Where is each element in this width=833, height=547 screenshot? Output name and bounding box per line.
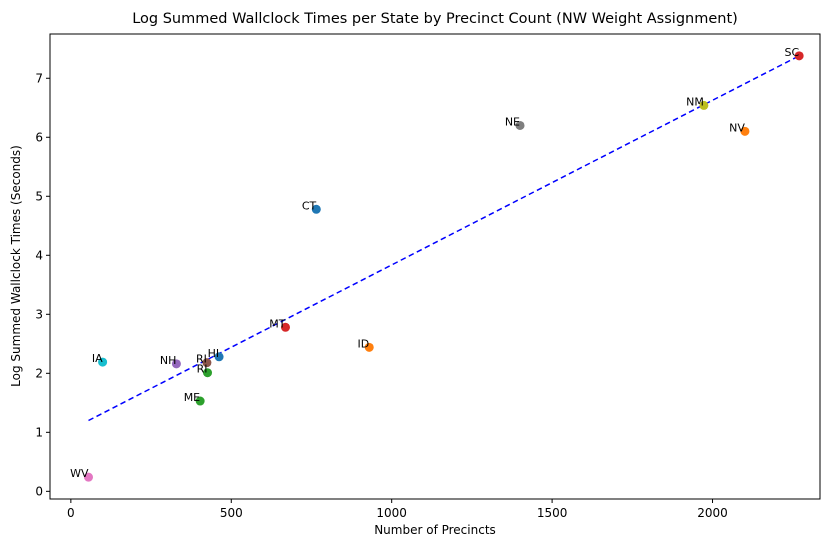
- point-label: HI: [208, 347, 220, 360]
- y-axis-label: Log Summed Wallclock Times (Seconds): [9, 145, 23, 387]
- y-tick-label: 6: [35, 130, 43, 144]
- x-tick-label: 500: [220, 506, 243, 520]
- data-point: [214, 352, 224, 362]
- data-point: [203, 368, 213, 378]
- point-label: NV: [729, 121, 745, 134]
- trendline-group: [88, 55, 800, 422]
- y-tick-label: 0: [35, 484, 43, 498]
- data-point: [794, 51, 804, 61]
- y-axis: 0 1 2 3 4 5 6 7: [35, 71, 50, 498]
- data-point: [515, 120, 525, 130]
- plot-frame: [49, 33, 821, 500]
- x-tick-label: 0: [67, 506, 75, 520]
- x-tick-label: 2000: [697, 506, 728, 520]
- point-label: ID: [358, 337, 370, 350]
- y-tick-label: 2: [35, 366, 43, 380]
- y-tick-label: 5: [35, 189, 43, 203]
- point-label: CT: [302, 199, 317, 212]
- point-label: NM: [686, 95, 704, 108]
- data-point: [195, 396, 205, 406]
- data-point: [171, 359, 181, 369]
- y-tick-label: 1: [35, 425, 43, 439]
- data-point: [98, 357, 108, 367]
- data-point: [202, 358, 212, 368]
- point-label: SC: [784, 46, 799, 59]
- point-label: RI: [197, 363, 208, 376]
- point-label: ME: [184, 391, 200, 404]
- point-label: NH: [160, 354, 177, 367]
- y-tick-label: 3: [35, 307, 43, 321]
- data-point: [84, 472, 93, 482]
- point-label: NE: [505, 115, 520, 128]
- point-label: MT: [269, 317, 285, 330]
- point-label: WV: [70, 467, 89, 480]
- data-point: [311, 204, 321, 214]
- trendline: [88, 55, 800, 422]
- x-axis-label: Number of Precincts: [374, 523, 496, 537]
- data-point: [280, 322, 290, 332]
- data-point: [740, 126, 750, 136]
- data-point: [699, 100, 709, 110]
- data-point: [364, 342, 374, 352]
- x-axis: 0 500 1000 1500 2000: [67, 499, 728, 520]
- chart-title: Log Summed Wallclock Times per State by …: [132, 11, 738, 27]
- point-label: RI: [196, 353, 207, 366]
- x-tick-label: 1000: [376, 506, 407, 520]
- y-tick-label: 7: [35, 71, 43, 85]
- point-label: IA: [92, 352, 103, 365]
- y-tick-label: 4: [35, 248, 43, 262]
- x-tick-label: 1500: [537, 506, 568, 520]
